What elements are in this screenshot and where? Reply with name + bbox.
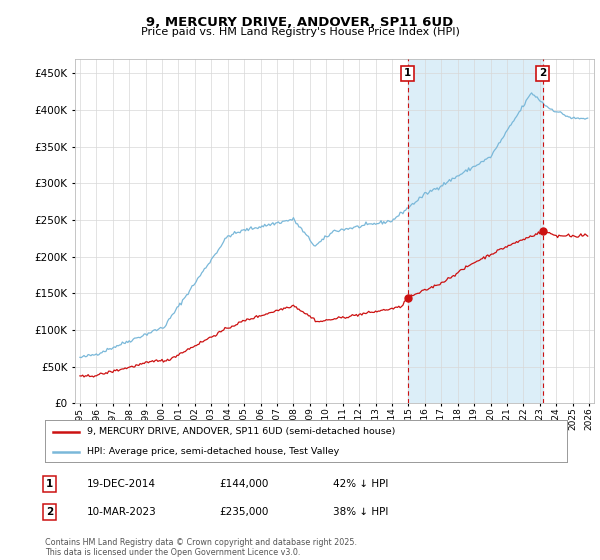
Text: £235,000: £235,000: [219, 507, 268, 517]
Text: 2: 2: [539, 68, 546, 78]
Text: 19-DEC-2014: 19-DEC-2014: [87, 479, 156, 489]
Text: 42% ↓ HPI: 42% ↓ HPI: [333, 479, 388, 489]
Text: 9, MERCURY DRIVE, ANDOVER, SP11 6UD: 9, MERCURY DRIVE, ANDOVER, SP11 6UD: [146, 16, 454, 29]
Text: Contains HM Land Registry data © Crown copyright and database right 2025.
This d: Contains HM Land Registry data © Crown c…: [45, 538, 357, 557]
Text: HPI: Average price, semi-detached house, Test Valley: HPI: Average price, semi-detached house,…: [87, 447, 339, 456]
Text: 2: 2: [46, 507, 53, 517]
Text: 9, MERCURY DRIVE, ANDOVER, SP11 6UD (semi-detached house): 9, MERCURY DRIVE, ANDOVER, SP11 6UD (sem…: [87, 427, 395, 436]
Text: 1: 1: [46, 479, 53, 489]
Bar: [408, 59, 542, 403]
Text: Price paid vs. HM Land Registry's House Price Index (HPI): Price paid vs. HM Land Registry's House …: [140, 27, 460, 37]
Text: 10-MAR-2023: 10-MAR-2023: [87, 507, 157, 517]
Text: 1: 1: [404, 68, 412, 78]
Text: £144,000: £144,000: [219, 479, 268, 489]
Text: 38% ↓ HPI: 38% ↓ HPI: [333, 507, 388, 517]
